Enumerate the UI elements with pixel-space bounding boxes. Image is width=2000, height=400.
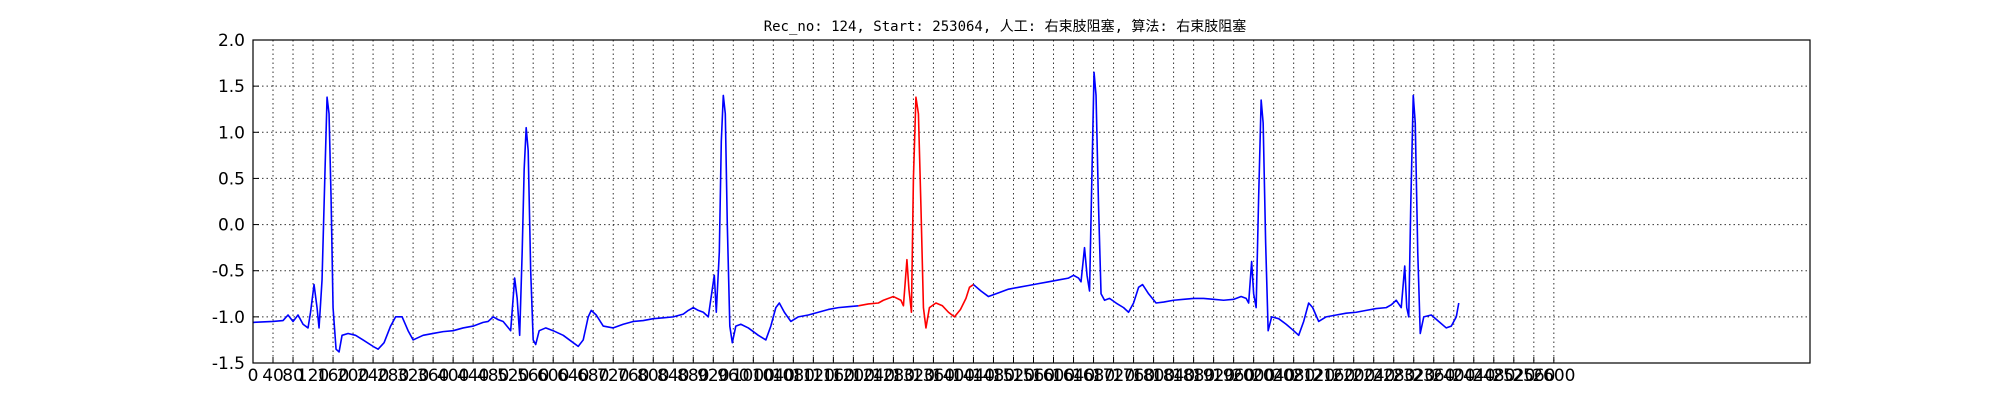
x-tick-label: 1760 [1112,366,1155,386]
chart-title: Rec_no: 124, Start: 253064, 人工: 右束肢阻塞, 算… [764,18,1247,35]
x-tick-label: 80 [282,366,304,386]
ecg-series-line-1 [252,94,859,353]
x-tick-label: 1600 [1032,366,1075,386]
x-tick-label: 1440 [952,366,995,386]
x-tick-label: 1560 [1012,366,1055,386]
x-axis: 0 408012016020024028032036040044048052056… [248,357,1575,386]
x-tick-label: 560 [517,366,549,386]
x-tick-label: 2440 [1452,366,1495,386]
x-tick-label: 1720 [1092,366,1135,386]
y-tick-label: 0.0 [218,216,245,236]
x-tick-label: 200 [337,366,369,386]
x-tick-label: 2600 [1532,366,1575,386]
x-tick-label: 400 [437,366,469,386]
x-tick-label: 2480 [1472,366,1515,386]
x-tick-label: 720 [597,366,629,386]
x-tick-label: 840 [657,366,689,386]
y-axis: -1.5 -1.0 -0.5 0.0 0.5 1.0 1.5 2.0 [212,31,259,374]
x-tick-label: 1520 [992,366,1035,386]
x-tick-label: 1240 [852,366,895,386]
x-tick-label: 280 [377,366,409,386]
y-tick-label: -0.5 [212,262,245,282]
x-tick-label: 2200 [1332,366,1375,386]
x-tick-label: 440 [457,366,489,386]
x-tick-label: 760 [617,366,649,386]
x-tick-label: 2240 [1352,366,1395,386]
series-lines [252,71,1460,353]
y-tick-label: 2.0 [218,31,245,51]
x-tick-label: 1120 [792,366,835,386]
x-tick-label: 2120 [1292,366,1335,386]
x-tick-label: 2000 [1232,366,1275,386]
x-tick-label: 2360 [1412,366,1455,386]
y-tick-label: 1.5 [218,77,245,97]
x-tick-label: 1400 [932,366,975,386]
x-tick-label: 160 [317,366,349,386]
x-tick-label: 1480 [972,366,1015,386]
ecg-series-line-3 [972,71,1460,337]
x-tick-label: 2160 [1312,366,1355,386]
x-tick-label: 40 [262,366,284,386]
x-tick-label: 2080 [1272,366,1315,386]
x-tick-label: 2040 [1252,366,1295,386]
x-tick-label: 120 [297,366,329,386]
x-tick-label: 2320 [1392,366,1435,386]
x-tick-label: 360 [417,366,449,386]
x-tick-label: 240 [357,366,389,386]
x-tick-label: 1360 [912,366,955,386]
x-tick-label: 1680 [1072,366,1115,386]
x-tick-label: 1000 [732,366,775,386]
x-tick-label: 520 [497,366,529,386]
y-tick-label: 0.5 [218,169,245,189]
x-tick-label: 480 [477,366,509,386]
x-tick-label: 960 [717,366,749,386]
x-tick-label: 2400 [1432,366,1475,386]
y-tick-label: -1.0 [212,308,245,328]
x-tick-label: 1920 [1192,366,1235,386]
x-tick-label: 680 [577,366,609,386]
x-tick-label: 1640 [1052,366,1095,386]
ecg-series-line-2 [858,96,974,329]
x-tick-label: 0 [248,366,259,386]
x-tick-label: 1880 [1172,366,1215,386]
plot-frame [252,39,1811,364]
x-tick-label: 920 [697,366,729,386]
x-tick-label: 1280 [872,366,915,386]
grid-lines [252,39,1810,364]
x-tick-label: 1800 [1132,366,1175,386]
x-tick-label: 2280 [1372,366,1415,386]
x-tick-label: 2520 [1492,366,1535,386]
x-tick-label: 600 [537,366,569,386]
x-tick-label: 1160 [812,366,855,386]
x-tick-label: 640 [557,366,589,386]
x-tick-label: 1840 [1152,366,1195,386]
x-tick-label: 1960 [1212,366,1255,386]
x-tick-label: 1080 [772,366,815,386]
x-tick-label: 2560 [1512,366,1555,386]
y-tick-label: 1.0 [218,123,245,143]
x-tick-label: 800 [637,366,669,386]
x-tick-label: 880 [677,366,709,386]
y-tick-label: -1.5 [212,354,245,374]
x-tick-label: 1200 [832,366,875,386]
x-tick-label: 320 [397,366,429,386]
x-tick-label: 1320 [892,366,935,386]
x-tick-label: 1040 [752,366,795,386]
